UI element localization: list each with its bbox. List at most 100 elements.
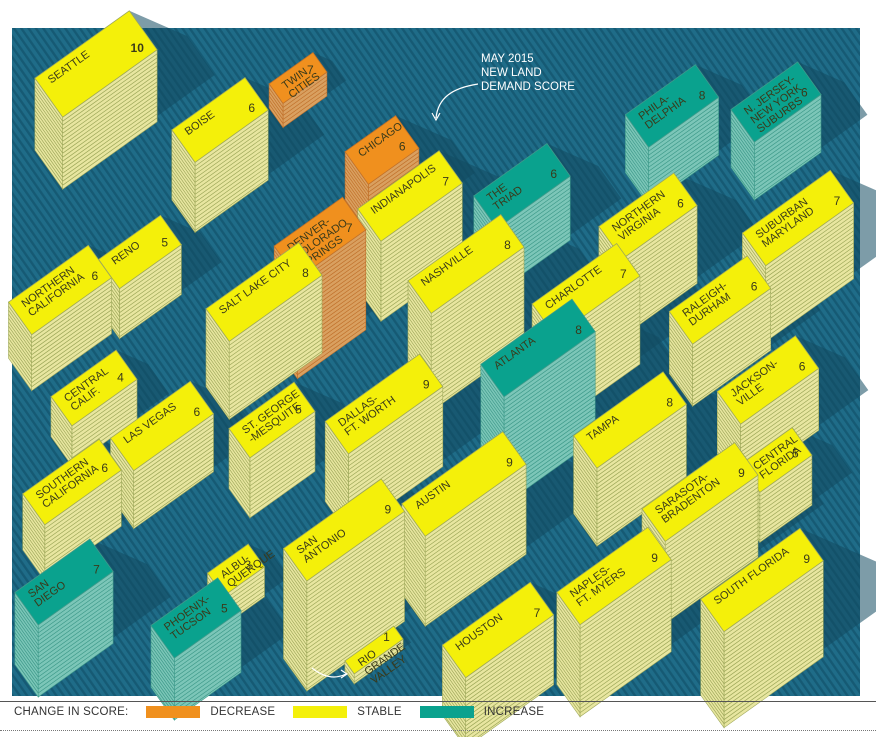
market-raleigh-durham-top xyxy=(668,255,772,345)
market-rio-grande-valley-stack-line xyxy=(344,646,404,683)
score-callout: MAY 2015 NEW LAND DEMAND SCORE xyxy=(431,53,575,122)
market-st-george-mesquite-stack-line xyxy=(228,427,316,475)
market-south-florida-stack-line xyxy=(700,572,824,645)
market-austin-top xyxy=(401,431,527,537)
market-austin-stack-line xyxy=(401,496,527,569)
legend-top-rule xyxy=(0,701,876,702)
rio-grande-pointer xyxy=(311,667,347,678)
market-phoenix-tucson-stack-line xyxy=(150,630,242,679)
market-austin-stack-line xyxy=(401,544,527,617)
market-st-george-mesquite-stack-line xyxy=(228,431,316,479)
market-naples-ft-myers-top xyxy=(556,526,672,626)
market-san-antonio-stack-line xyxy=(283,571,405,642)
market-raleigh-durham-stack-line xyxy=(669,336,771,393)
market-boise-top xyxy=(171,77,269,163)
market-boise-stack-line xyxy=(171,121,269,175)
market-denver-colorado-springs-score: 7 xyxy=(346,221,353,235)
market-houston-stack-line xyxy=(442,634,554,699)
market-salt-lake-city-stack-line xyxy=(205,310,323,378)
market-raleigh-durham-stack-line xyxy=(669,300,771,357)
market-dallas-ft-worth-stack-line xyxy=(324,394,444,463)
market-northern-california-stack-line xyxy=(8,313,112,372)
market-san-antonio-stack-line xyxy=(283,563,405,634)
market-raleigh-durham-stack-line xyxy=(669,312,771,369)
market-san-diego-stack-line xyxy=(14,603,114,658)
market-san-antonio-stack-line xyxy=(283,547,405,618)
market-san-antonio-stack-line xyxy=(283,555,405,626)
market-san-diego-stack-line xyxy=(14,607,114,662)
market-indianapolis-stack-line xyxy=(357,186,463,246)
market-austin-stack-line xyxy=(401,528,527,601)
callout-line-3: DEMAND SCORE xyxy=(481,81,575,93)
callout-arrowhead xyxy=(431,112,441,122)
market-raleigh-durham-stack-line xyxy=(669,308,771,365)
market-san-antonio-stack-line xyxy=(283,603,405,674)
market-twin-cities-stack-line xyxy=(268,91,328,124)
market-southern-california-stack-line xyxy=(22,489,122,546)
market-houston-stack-line xyxy=(442,658,554,723)
market-n-jersey-new-york-suburbs-stack-line xyxy=(730,142,822,191)
market-san-antonio-stack-line xyxy=(283,551,405,622)
market-naples-ft-myers-stack-line xyxy=(556,607,672,674)
market-tampa-stack-line xyxy=(573,444,687,509)
market-nashville-stack-line xyxy=(407,250,525,318)
market-atlanta-stack-line xyxy=(480,347,596,414)
market-san-diego-stack-line xyxy=(14,587,114,642)
market-naples-ft-myers-stack-line xyxy=(556,631,672,698)
market-reno-score: 5 xyxy=(161,236,168,250)
market-south-florida-stack-line xyxy=(700,604,824,677)
market-san-diego-stack-line xyxy=(14,615,114,670)
market-phoenix-tucson-stack-line xyxy=(150,650,242,699)
market-salt-lake-city-stack-line xyxy=(205,326,323,394)
market-seattle-stack-line xyxy=(34,101,158,170)
market-tampa-stack-line xyxy=(573,416,687,481)
market-san-antonio-stack-line xyxy=(283,595,405,666)
market-seattle-stack-line xyxy=(34,77,158,146)
market-naples-ft-myers-stack-line xyxy=(556,647,672,714)
market-raleigh-durham-stack-line xyxy=(669,304,771,361)
market-salt-lake-city-stack-line xyxy=(205,302,323,370)
market-chicago-score: 6 xyxy=(399,139,406,153)
market-tampa-score: 8 xyxy=(666,395,673,409)
market-northern-california-stack-line xyxy=(8,285,112,344)
market-south-florida-stack-line xyxy=(700,568,824,641)
market-austin-stack-line xyxy=(401,468,527,541)
market-indianapolis-stack-line xyxy=(357,190,463,250)
callout-arrow xyxy=(435,83,479,119)
market-san-diego-stack-line xyxy=(14,599,114,654)
market-austin-stack-line xyxy=(401,516,527,589)
market-seattle-stack-line xyxy=(34,65,158,134)
market-austin-stack-line xyxy=(401,548,527,621)
market-south-florida-stack-line xyxy=(700,608,824,681)
market-suburban-maryland-top xyxy=(741,169,855,267)
market-san-antonio-stack-line xyxy=(283,607,405,678)
market-southern-california-stack-line xyxy=(22,501,122,558)
market-seattle-stack-line xyxy=(34,113,158,182)
market-austin-stack-line xyxy=(401,480,527,553)
market-nashville-stack-line xyxy=(407,302,525,370)
market-tampa-stack-line xyxy=(573,424,687,489)
market-northern-california-stack-line xyxy=(8,329,112,388)
market-nashville-stack-line xyxy=(407,290,525,358)
market-twin-cities-stack-line xyxy=(268,79,328,112)
market-seattle-top xyxy=(34,10,158,118)
market-salt-lake-city-stack-line xyxy=(205,278,323,346)
market-san-antonio-stack-line xyxy=(283,587,405,658)
market-atlanta-stack-line xyxy=(480,335,596,402)
market-phila-delphia-stack-line xyxy=(625,129,719,180)
market-nashville-stack-line xyxy=(407,266,525,334)
market-south-florida-stack-line xyxy=(700,584,824,657)
market-twin-cities-top xyxy=(268,51,328,105)
market-salt-lake-city-score: 8 xyxy=(302,266,309,280)
market-northern-california-stack-line xyxy=(8,309,112,368)
market-nashville-stack-line xyxy=(407,278,525,346)
market-salt-lake-city-stack-line xyxy=(205,334,323,402)
market-phoenix-tucson-stack-line xyxy=(150,654,242,703)
market-south-florida-stack-line xyxy=(700,596,824,669)
market-n-jersey-new-york-suburbs-stack-line xyxy=(730,118,822,167)
